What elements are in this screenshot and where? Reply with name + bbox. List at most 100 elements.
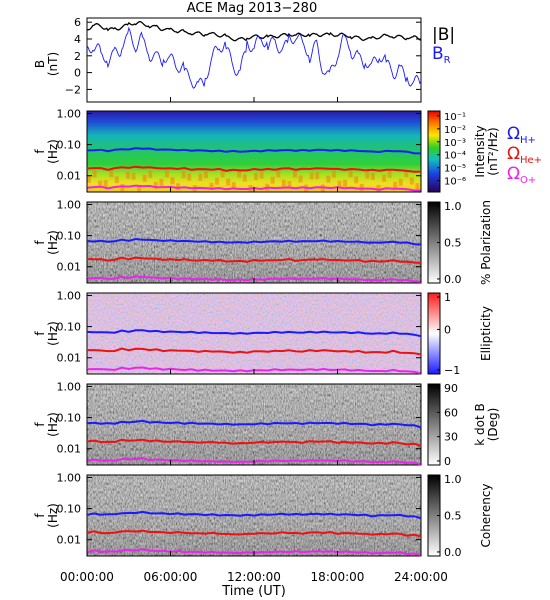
intensity-hotspot xyxy=(159,178,164,186)
bfield-y-tick-label: 0 xyxy=(74,67,81,80)
f-y-label: f xyxy=(33,240,47,245)
colorbar-tick-label: 10⁻⁵ xyxy=(444,164,466,175)
intensity-hotspot xyxy=(370,172,375,180)
colorbar-tick-label: 0.0 xyxy=(444,273,462,286)
chart-title: ACE Mag 2013−280 xyxy=(187,1,317,16)
panel-ellipticity: 1.00 0.10 0.01 f (Hz) 1 0 −1 Ellipticity xyxy=(33,289,493,376)
intensity-hotspot xyxy=(120,184,125,192)
f-y-tick-label: 0.10 xyxy=(57,230,82,243)
intensity-hotspot xyxy=(114,176,119,184)
intensity-hotspot xyxy=(393,181,398,189)
colorbar-tick-label: 0 xyxy=(444,455,451,468)
f-y-tick-label: 0.10 xyxy=(57,139,82,152)
gyrofreq-line-hplus xyxy=(86,237,422,246)
f-y-tick-label: 0.01 xyxy=(57,352,82,365)
intensity-hotspot xyxy=(415,183,420,191)
intensity-hotspot xyxy=(326,175,331,183)
intensity-hotspot xyxy=(92,170,97,178)
bfield-plot-frame xyxy=(86,17,422,103)
ellipticity-colorbar-label: Ellipticity xyxy=(479,306,493,361)
bfield-legend: |B| BR xyxy=(432,25,455,66)
legend-br-sub: R xyxy=(444,55,451,66)
intensity-hotspot xyxy=(292,170,297,178)
intensity-hotspot xyxy=(359,183,364,191)
intensity-hotspot xyxy=(148,170,153,178)
legend-omega-h-sub: H+ xyxy=(520,135,536,146)
x-axis: 00:00:00 06:00:00 12:00:00 18:00:00 24:00:00… xyxy=(60,570,448,599)
intensity-hotspot xyxy=(242,174,247,182)
f-y-tick-label: 1.00 xyxy=(57,107,82,120)
intensity-hotspot xyxy=(409,177,414,185)
gyrofreq-line-hplus xyxy=(86,329,422,338)
intensity-hotspot xyxy=(404,170,409,178)
intensity-hotspot xyxy=(137,184,142,192)
coherency-colorbar-label: Coherency xyxy=(479,483,493,547)
intensity-hotspot xyxy=(337,180,342,188)
x-tick-label: 24:00:00 xyxy=(394,570,448,584)
intensity-hotspot xyxy=(87,175,91,183)
intensity-hotspot xyxy=(276,170,281,178)
absb-series-line xyxy=(86,21,421,42)
intensity-hotspot xyxy=(309,172,314,180)
f-y-tick-label: 1.00 xyxy=(57,471,82,484)
kdotb-colorbar xyxy=(427,383,441,466)
f-y-unit: (Hz) xyxy=(46,412,60,437)
spectral-panels: 1.000.100.01f (Hz)10⁻¹10⁻²10⁻³10⁻⁴10⁻⁵10⁻… xyxy=(33,107,500,558)
legend-omega-he: ΩHe+ xyxy=(507,144,542,166)
f-y-tick-label: 0.10 xyxy=(57,321,82,334)
x-axis-label: Time (UT) xyxy=(221,584,286,599)
intensity-colorbar xyxy=(427,110,441,193)
ellipticity-colorbar xyxy=(427,292,441,375)
bfield-y-tick-label: 4 xyxy=(74,33,81,46)
bfield-y-tick-label: −2 xyxy=(65,83,81,96)
intensity-hotspot xyxy=(220,170,225,178)
br-series-line xyxy=(86,26,422,89)
colorbar-tick-label: 1.0 xyxy=(444,473,462,486)
intensity-hotspot xyxy=(287,181,292,189)
legend-br: BR xyxy=(432,44,451,66)
gyrofreq-legend: ΩH+ ΩHe+ ΩO+ xyxy=(507,124,542,186)
colorbar-tick-label: 0.0 xyxy=(444,546,462,559)
intensity-hotspot xyxy=(215,177,220,185)
intensity-hotspot xyxy=(209,182,214,190)
intensity-hotspot xyxy=(187,173,192,181)
legend-omega-o: ΩO+ xyxy=(507,164,536,186)
panel-polarization: 1.00 0.10 0.01 f (Hz) 1.0 0.5 0.0 % Polarization xyxy=(33,198,493,285)
intensity-hotspot xyxy=(164,170,169,178)
gyrofreq-line-heplus xyxy=(86,256,422,264)
intensity-hotspot xyxy=(98,180,103,188)
x-tick-label: 00:00:00 xyxy=(60,570,114,584)
intensity-hotspot xyxy=(354,176,359,184)
bfield-y-ticks: 6 4 2 0 −2 xyxy=(65,16,422,102)
intensity-hotspot xyxy=(226,178,231,186)
colorbar-tick-label: 10⁻¹ xyxy=(444,112,466,123)
f-y-tick-label: 0.10 xyxy=(57,412,82,425)
bfield-series xyxy=(86,21,422,89)
legend-br-main: B xyxy=(432,44,444,64)
kdotb-colorbar-label: k dot B xyxy=(473,403,487,445)
f-y-label: f xyxy=(33,513,47,518)
legend-omega-h-symbol: Ω xyxy=(507,124,520,144)
colorbar-tick-label: 10⁻⁴ xyxy=(444,151,466,162)
intensity-hotspot xyxy=(387,170,392,178)
intensity-hotspot xyxy=(181,171,186,179)
legend-omega-he-sub: He+ xyxy=(520,155,542,166)
colorbar-tick-label: 10⁻⁶ xyxy=(444,177,466,188)
intensity-hotspot xyxy=(365,171,370,179)
intensity-hotspot xyxy=(270,176,275,184)
f-y-tick-label: 0.10 xyxy=(57,503,82,516)
intensity-hotspot xyxy=(131,172,136,180)
f-y-tick-label: 0.01 xyxy=(57,443,82,456)
colorbar-tick-label: 60 xyxy=(444,406,458,419)
f-y-label: f xyxy=(33,149,47,154)
colorbar-tick-label: 0.5 xyxy=(444,510,462,523)
bfield-y-unit: (nT) xyxy=(46,52,60,76)
bfield-y-tick-label: 2 xyxy=(74,50,81,63)
f-y-tick-label: 1.00 xyxy=(57,380,82,393)
f-y-unit: (Hz) xyxy=(46,230,60,255)
colorbar-tick-label: 1 xyxy=(444,291,451,304)
x-tick-label: 18:00:00 xyxy=(311,570,365,584)
intensity-colorbar-unit: (nT²/Hz) xyxy=(486,127,500,175)
intensity-hotspot xyxy=(398,178,403,186)
intensity-hotspot xyxy=(142,174,147,182)
